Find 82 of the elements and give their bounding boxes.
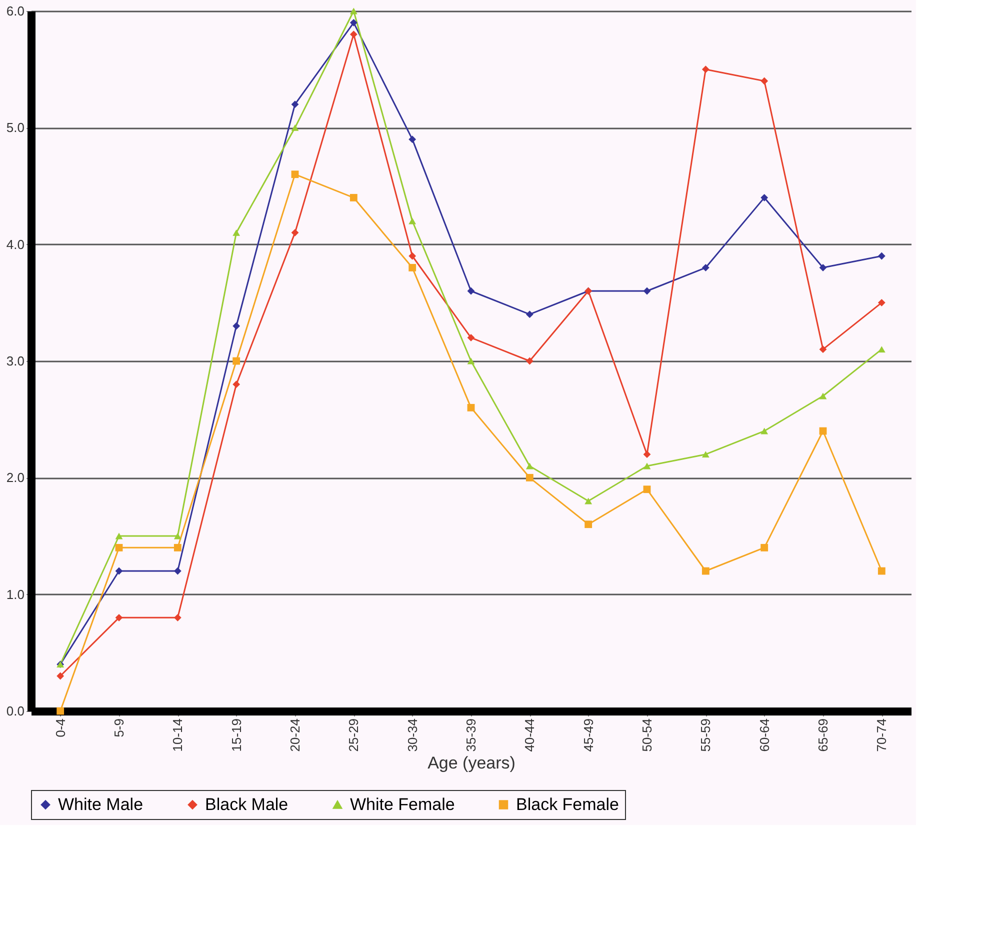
point (467, 404, 475, 412)
x-tick-label: 15-19 (228, 718, 244, 752)
point (467, 334, 475, 342)
x-tick-label: 65-69 (816, 718, 830, 752)
y-tick-label: 1.0 (6, 586, 24, 602)
point (643, 462, 651, 470)
point (174, 614, 182, 622)
point (467, 358, 475, 364)
x-tick-label: 20-24 (288, 718, 302, 752)
y-tick-label: 4.0 (6, 236, 24, 252)
x-tick-label: 40-44 (522, 718, 538, 752)
legend-label: White Male (58, 794, 144, 814)
point (760, 428, 768, 434)
legend-label: Black Female (516, 794, 619, 814)
x-tick-label: 45-49 (580, 718, 596, 752)
point (760, 77, 768, 85)
point (291, 228, 299, 236)
x-tick-label: 60-64 (756, 718, 772, 752)
point (408, 264, 416, 272)
x-tick-label: 50-54 (640, 718, 654, 752)
x-tick-label: 30-34 (404, 718, 420, 752)
point (584, 498, 592, 504)
point (408, 136, 416, 144)
point (350, 18, 358, 26)
point (819, 392, 827, 400)
point (115, 532, 123, 540)
point (174, 567, 182, 575)
point (174, 532, 182, 540)
point (702, 264, 710, 272)
point (56, 707, 64, 715)
point (643, 486, 651, 494)
point (115, 544, 123, 552)
legend-label: Black Male (205, 794, 288, 814)
x-tick-label: 0-4 (52, 718, 68, 738)
point (702, 66, 710, 74)
point (408, 252, 416, 260)
point (350, 8, 358, 14)
point (56, 672, 64, 680)
point (232, 357, 240, 365)
point (526, 357, 534, 365)
x-axis-title: Age (years) (428, 754, 516, 773)
y-tick-label: 2.0 (6, 470, 24, 486)
x-tick-label: 55-59 (698, 718, 714, 752)
point (702, 567, 710, 575)
point (760, 544, 768, 552)
x-tick-label: 5-9 (112, 718, 126, 738)
point (878, 567, 886, 575)
point (526, 474, 534, 482)
point (878, 252, 886, 260)
legend-label: White Female (350, 794, 455, 814)
point (115, 614, 123, 622)
point (819, 264, 827, 272)
point (350, 194, 358, 202)
point (291, 100, 299, 108)
y-tick-label: 3.0 (6, 354, 24, 368)
point (643, 450, 651, 458)
point (526, 462, 534, 470)
point (408, 218, 416, 224)
point (643, 287, 651, 295)
x-tick-label: 10-14 (170, 718, 186, 752)
point (174, 544, 182, 552)
point (115, 567, 123, 575)
point (291, 170, 299, 178)
point (702, 451, 710, 458)
point (878, 298, 886, 306)
x-tick-label: 35-39 (464, 718, 478, 752)
point (760, 194, 768, 202)
point (526, 310, 534, 318)
point (232, 322, 240, 330)
point (291, 124, 299, 131)
point (467, 287, 475, 295)
x-tick-label: 70-74 (874, 718, 890, 752)
point (819, 346, 827, 354)
point (232, 229, 240, 236)
point (232, 380, 240, 388)
y-tick-label: 0.0 (6, 704, 24, 718)
y-tick-label: 5.0 (6, 120, 24, 136)
point (878, 346, 886, 353)
y-tick-label: 6.0 (6, 4, 24, 18)
point (584, 520, 592, 528)
x-tick-label: 25-29 (346, 718, 362, 752)
point (350, 30, 358, 38)
